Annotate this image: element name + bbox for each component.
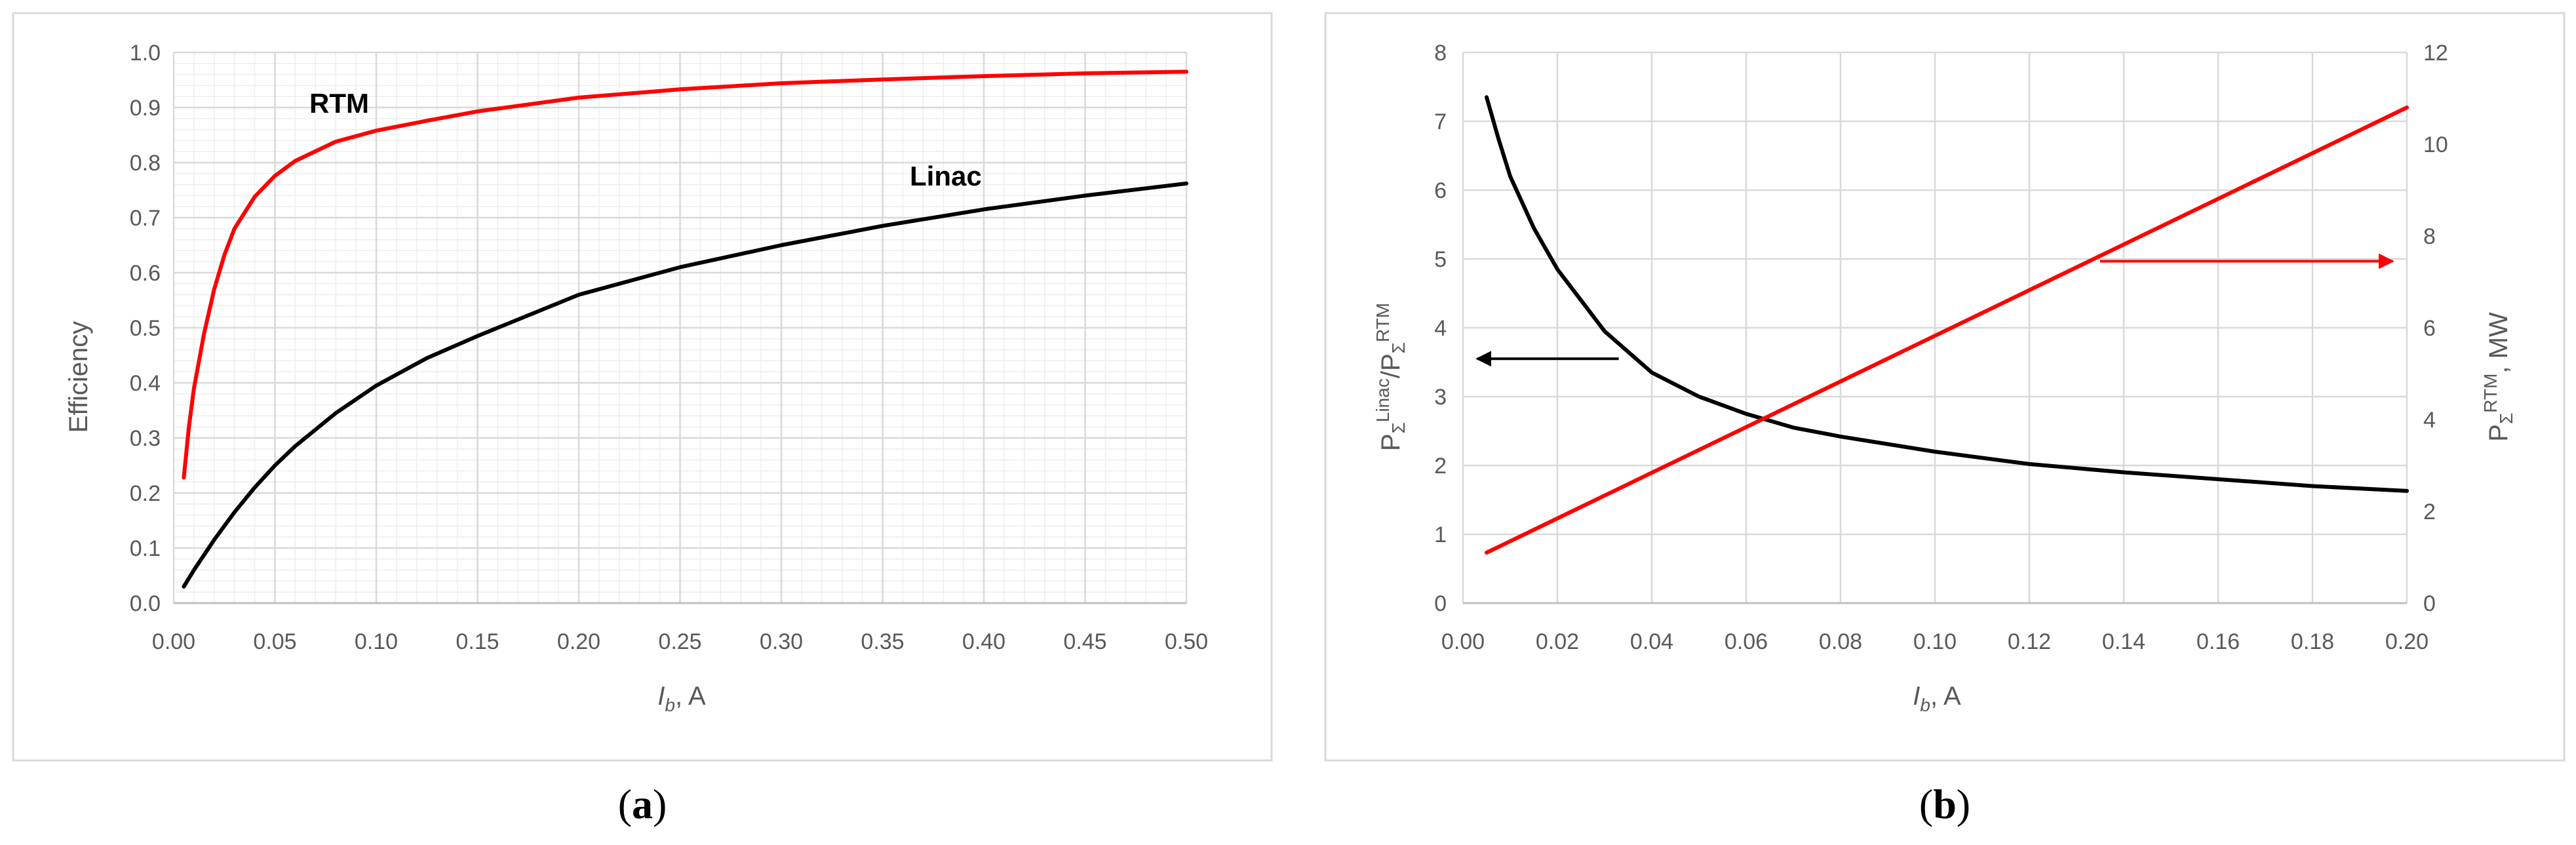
series-label-rtm: RTM [309,88,369,119]
y-tick-label: 0.0 [130,591,161,616]
y-tick-label: 1.0 [130,41,161,66]
y-right-tick-label: 4 [2423,408,2436,433]
y-right-tick-label: 2 [2423,500,2436,524]
y-left-tick-label: 1 [1434,522,1447,547]
y-right-tick-label: 0 [2423,591,2436,616]
x-tick-label: 0.20 [2385,629,2429,654]
x-tick-label: 0.14 [2102,629,2145,654]
x-tick-label: 0.18 [2291,629,2334,654]
x-tick-label: 0.06 [1725,629,1768,654]
y-axis-title-a: Efficiency [64,321,93,433]
y-axis-title-left-b: PΣLinac/PΣRTM [1373,303,1409,451]
y-right-tick-label: 10 [2423,132,2448,157]
y-tick-label: 0.5 [130,316,161,341]
series-line-rtm-power [1485,106,2409,555]
x-tick-label: 0.40 [962,629,1005,654]
y-tick-label: 0.3 [130,426,161,451]
chart-panel-a: 0.00 0.05 0.10 0.15 0.20 0.25 0.30 0.35 0.40 0.45… [12,12,1273,762]
x-tick-label: 0.15 [456,629,499,654]
x-tick-label: 0.08 [1819,629,1862,654]
x-tick-label: 0.05 [253,629,296,654]
y-tick-label: 0.9 [130,96,161,121]
chart-panel-b: 0.00 0.02 0.04 0.06 0.08 0.10 0.12 0.14 0.16 0.18… [1324,12,2566,762]
y-left-tick-label: 4 [1434,316,1447,341]
y-tick-label: 0.7 [130,206,161,231]
series-line-linac [182,181,1188,589]
series-group-b [1475,95,2409,555]
chart-frame-a [12,12,1273,762]
y-tick-label: 0.4 [130,371,161,396]
x-tick-label: 0.20 [557,629,600,654]
y-tick-label: 0.6 [130,261,161,286]
panel-caption-a: (a) [618,781,667,827]
grid-a [172,51,1188,604]
x-tick-label: 0.45 [1063,629,1106,654]
chart-frame-b [1324,12,2566,762]
x-tick-label: 0.16 [2196,629,2240,654]
series-line-power-ratio [1485,95,2409,493]
y-tick-label: 0.2 [130,481,161,506]
y-right-tick-label: 6 [2423,316,2436,341]
x-tick-label: 0.00 [1441,629,1485,654]
y-left-tick-label: 8 [1434,41,1447,66]
y-right-tick-label: 12 [2423,41,2448,66]
y-left-tick-label: 6 [1434,178,1447,203]
x-tick-label: 0.35 [861,629,904,654]
x-tick-label: 0.25 [658,629,701,654]
series-line-rtm [182,69,1188,480]
series-group-a [182,69,1188,589]
x-tick-label: 0.00 [152,629,195,654]
y-tick-label: 0.1 [130,536,161,561]
y-left-tick-label: 2 [1434,454,1447,479]
x-axis-title-b: Ib, A [1913,682,1961,715]
grid-b [1462,51,2408,604]
y-left-tick-label: 3 [1434,385,1447,410]
y-tick-label: 0.8 [130,151,161,176]
y-left-tick-label: 0 [1434,591,1447,616]
x-tick-label: 0.50 [1165,629,1208,654]
y-left-tick-label: 5 [1434,247,1447,272]
x-tick-label: 0.10 [1913,629,1957,654]
x-tick-label: 0.04 [1630,629,1673,654]
x-tick-label: 0.12 [2008,629,2051,654]
tick-labels-a: 0.00 0.05 0.10 0.15 0.20 0.25 0.30 0.35 0.40 0.45… [130,41,1208,654]
x-tick-label: 0.02 [1536,629,1579,654]
y-left-tick-label: 7 [1434,109,1447,134]
series-label-linac: Linac [910,161,982,191]
y-right-tick-label: 8 [2423,224,2436,249]
x-tick-label: 0.30 [760,629,803,654]
y-axis-title-right-b: PΣRTM, MW [2480,312,2516,442]
tick-labels-b: 0.00 0.02 0.04 0.06 0.08 0.10 0.12 0.14 0.16 0.18… [1434,41,2448,654]
x-axis-title-a: Ib, A [657,682,706,715]
panel-caption-b: (b) [1919,781,1970,827]
x-tick-label: 0.10 [355,629,398,654]
